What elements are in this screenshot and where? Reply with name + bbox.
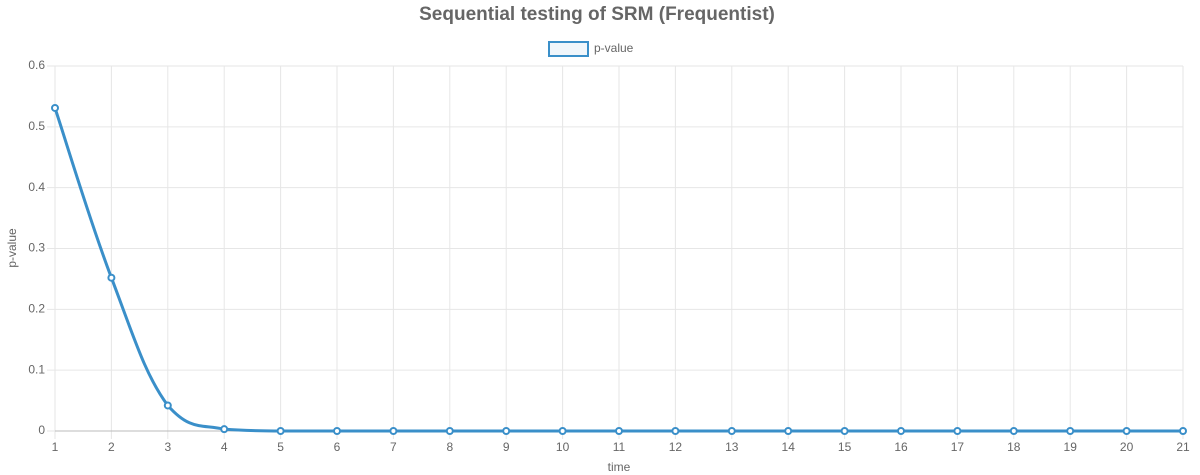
x-tick-label: 10	[556, 440, 570, 454]
x-tick-label: 11	[613, 440, 626, 454]
y-tick-label: 0.2	[28, 302, 45, 316]
y-tick-label: 0.4	[28, 180, 45, 194]
point	[1122, 427, 1131, 435]
x-tick-label: 2	[108, 440, 115, 454]
x-tick-label: 6	[334, 440, 341, 454]
y-tick-label: 0.6	[28, 58, 45, 72]
x-tick-label: 20	[1120, 440, 1134, 454]
x-tick-label: 1	[52, 440, 59, 454]
y-tick-label: 0.5	[28, 119, 45, 133]
x-tick-label: 13	[725, 440, 739, 454]
chart-title: Sequential testing of SRM (Frequentist)	[419, 4, 775, 25]
point	[502, 427, 511, 435]
legend-label[interactable]: p-value	[594, 41, 634, 55]
x-axis-label: time	[608, 460, 631, 474]
x-tick-label: 9	[503, 440, 510, 454]
point	[445, 427, 454, 435]
y-tick-label: 0.1	[28, 362, 45, 376]
point	[897, 427, 905, 435]
point	[220, 425, 229, 434]
y-tick-label: 0	[38, 423, 45, 437]
x-tick-label: 4	[221, 440, 228, 454]
x-tick-label: 17	[951, 440, 965, 454]
x-tick-label: 14	[782, 440, 796, 454]
x-tick-label: 8	[446, 440, 453, 454]
x-tick-label: 7	[390, 440, 397, 454]
point	[163, 401, 172, 410]
point	[953, 427, 962, 435]
y-tick-label: 0.3	[28, 241, 45, 255]
legend-swatch[interactable]	[548, 41, 589, 57]
line	[53, 107, 1183, 433]
point	[727, 427, 736, 435]
point	[1066, 427, 1075, 435]
point	[51, 103, 59, 112]
point	[840, 427, 849, 435]
point	[1009, 427, 1018, 435]
x-tick-label: 12	[669, 440, 683, 454]
point	[558, 427, 567, 435]
point	[389, 427, 398, 435]
x-tick-label: 19	[1064, 440, 1078, 454]
point	[333, 427, 341, 435]
point	[615, 427, 623, 435]
point	[276, 427, 285, 435]
x-tick-label: 15	[838, 440, 852, 454]
x-tick-label: 3	[164, 440, 171, 454]
point	[671, 427, 680, 435]
x-tick-label: 16	[894, 440, 908, 454]
y-axis-label: p-value	[5, 228, 19, 268]
x-tick-label: 21	[1176, 440, 1190, 454]
point	[107, 273, 116, 282]
point	[1179, 427, 1187, 435]
x-tick-label: 5	[277, 440, 284, 454]
x-tick-label: 18	[1007, 440, 1021, 454]
point	[784, 427, 793, 435]
